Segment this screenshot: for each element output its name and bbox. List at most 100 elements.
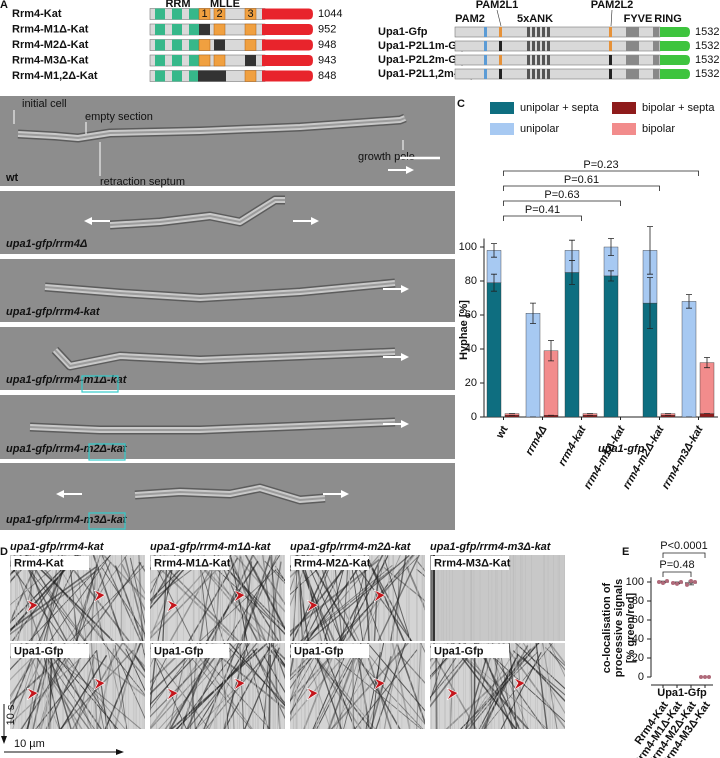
construct-name: Upa1-P2L1,2m-Gfp — [378, 68, 477, 80]
arrowhead-marker — [306, 599, 319, 613]
kymograph-track — [187, 643, 258, 729]
ring — [653, 27, 659, 37]
error-bar — [491, 243, 497, 258]
rrm-domain — [172, 24, 182, 35]
kymograph-track — [90, 643, 98, 729]
kymograph-track — [93, 656, 145, 697]
channel-label-box — [151, 556, 229, 570]
kymograph-track — [290, 645, 320, 678]
data-point — [671, 580, 675, 585]
gfp-tag — [660, 27, 690, 37]
mutation — [609, 69, 612, 79]
kat-tag — [262, 39, 313, 51]
ank-repeat — [547, 27, 550, 37]
kymograph-track — [229, 649, 235, 729]
kymograph-track — [470, 643, 473, 729]
arrowhead-marker — [373, 589, 386, 603]
data-point — [703, 675, 707, 679]
rrm-domain — [155, 55, 165, 66]
ank-repeat — [532, 27, 535, 37]
strain-label: upa1-gfp/rrm4-m2Δ-kat — [6, 443, 128, 455]
error-bar — [569, 239, 575, 261]
kymograph-track — [150, 560, 166, 595]
kymograph-track — [53, 644, 126, 729]
kymograph-track — [63, 650, 117, 729]
kymograph-track — [391, 643, 411, 729]
kymograph-track — [21, 643, 75, 729]
kymograph-track — [150, 565, 184, 602]
direction-arrowhead — [401, 420, 409, 428]
legend-label: unipolar — [520, 123, 559, 135]
construct-name: Upa1-P2L1m-Gfp — [378, 40, 468, 52]
legend-label: bipolar + septa — [642, 102, 715, 114]
data-point — [675, 581, 679, 586]
kymograph-track — [252, 649, 285, 720]
kymograph-track — [323, 568, 360, 641]
y-tick-label: 20 — [465, 377, 477, 389]
kymograph-track — [101, 567, 145, 635]
mlle-domain — [244, 8, 257, 20]
kymograph-track — [222, 563, 285, 636]
rrm-domain — [189, 70, 199, 82]
ring — [653, 69, 659, 79]
y-tick-label: 40 — [632, 633, 644, 645]
ank-repeat — [547, 69, 550, 79]
kymograph-track — [368, 561, 412, 641]
ank-repeat — [532, 55, 535, 65]
arrowhead-marker — [93, 589, 106, 603]
comparison-bracket — [503, 200, 621, 206]
pam2l2 — [609, 27, 612, 37]
kymograph-track — [24, 555, 87, 641]
error-bar — [647, 277, 653, 329]
x-axis-label: upa1-gfp — [598, 443, 645, 455]
rrm-domain — [172, 8, 182, 20]
channel-label-box — [151, 644, 229, 658]
mutation — [499, 41, 502, 51]
arrowhead-marker — [26, 687, 39, 701]
hypha-content — [29, 421, 396, 431]
strain-label: upa1-gfp/rrm4Δ — [6, 238, 87, 250]
x-tick-label: rrm4-kat — [556, 423, 589, 468]
rrm-domain — [189, 8, 199, 20]
kymograph-track — [290, 653, 306, 723]
construct-length: 952 — [318, 23, 336, 35]
ank-repeat — [542, 55, 545, 65]
kymograph-track — [343, 645, 366, 729]
fyve — [626, 27, 639, 37]
kymograph-track — [416, 643, 422, 729]
kymograph-track — [10, 655, 37, 698]
error-bar — [647, 226, 653, 275]
kymograph-track — [32, 555, 106, 641]
construct-name: Upa1-Gfp — [378, 26, 428, 38]
annotation: growth pole — [358, 151, 415, 163]
kymograph-track — [268, 654, 272, 729]
micrograph — [0, 463, 455, 530]
kymograph: Rrm4-M1Δ-Kat — [150, 555, 285, 641]
mutation — [499, 69, 502, 79]
kymograph-track — [239, 555, 278, 641]
kat-tag — [262, 70, 313, 82]
kymograph-track — [229, 557, 267, 641]
kymograph: Upa1-Gfp — [290, 643, 425, 729]
kymograph-track — [188, 647, 197, 729]
kymograph-track — [290, 645, 320, 690]
hypha-content — [109, 199, 285, 226]
construct-length: 943 — [318, 54, 336, 66]
y-axis-label: processive signals — [613, 579, 625, 677]
data-point — [657, 580, 661, 584]
error-bar — [491, 273, 497, 292]
kymograph-track — [134, 654, 145, 673]
distance-scale: 10 µm — [14, 738, 45, 750]
arrowhead-marker — [373, 677, 386, 691]
construct-name: Upa1-P2L2m-Gfp — [378, 54, 468, 66]
kymograph-track — [303, 649, 336, 729]
strain-label: wt — [5, 172, 19, 184]
channel-label-box — [11, 644, 89, 658]
construct-length: 1532 — [695, 40, 719, 52]
kymograph-track — [96, 648, 115, 729]
kymograph-track — [214, 652, 285, 710]
x-tick-label: rrm4-m3Δ-kat — [660, 423, 707, 492]
kymograph-track — [368, 655, 425, 725]
channel-label: Upa1-Gfp — [154, 645, 204, 657]
pam2 — [484, 69, 487, 79]
